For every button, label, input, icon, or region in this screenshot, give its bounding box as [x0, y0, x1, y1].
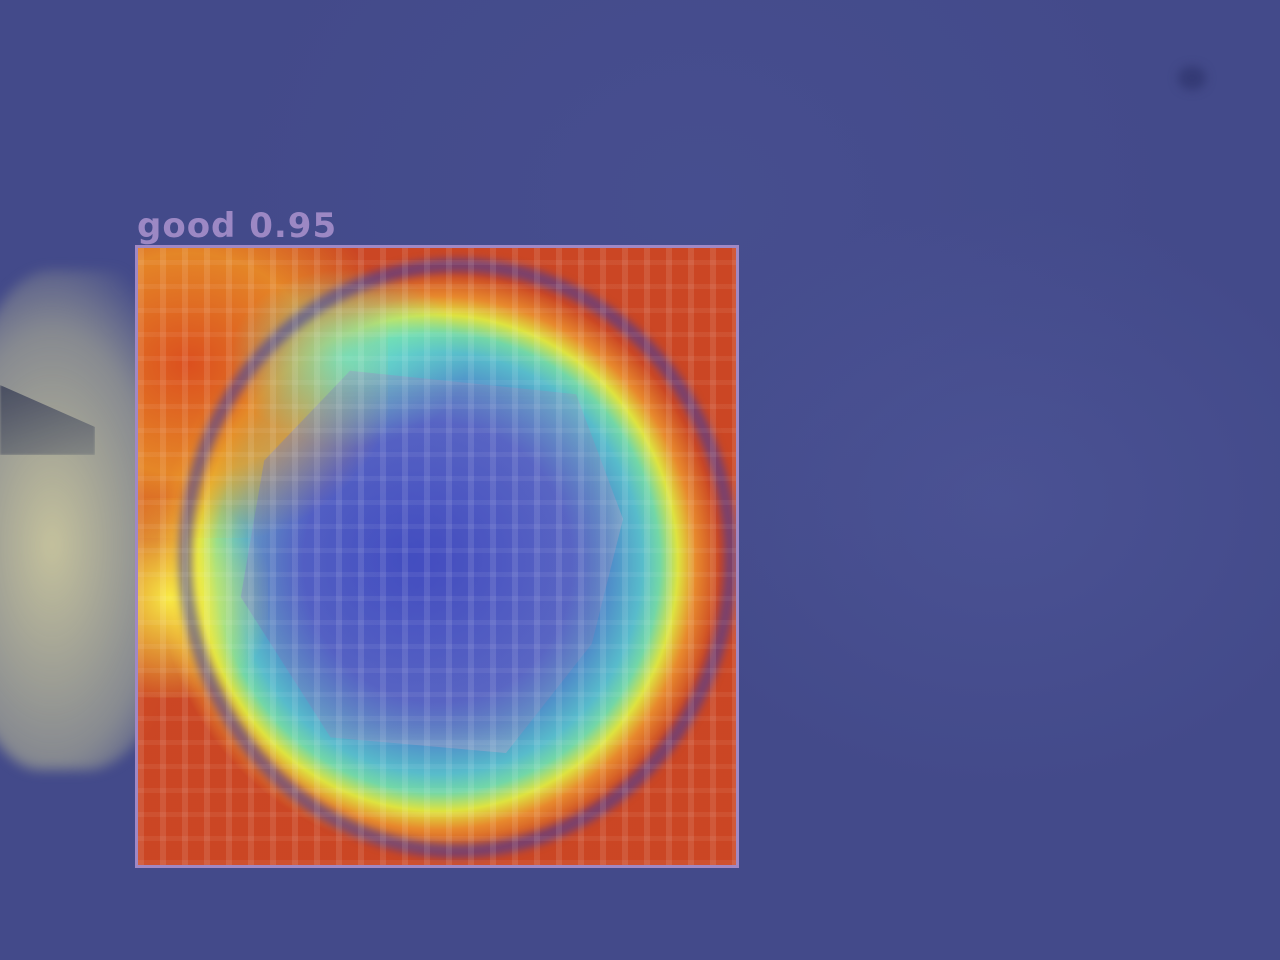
detection-box: [135, 245, 739, 868]
detection-label: good 0.95: [137, 206, 338, 246]
background-speck: [1178, 66, 1206, 90]
heatmap-grid: [138, 248, 736, 865]
